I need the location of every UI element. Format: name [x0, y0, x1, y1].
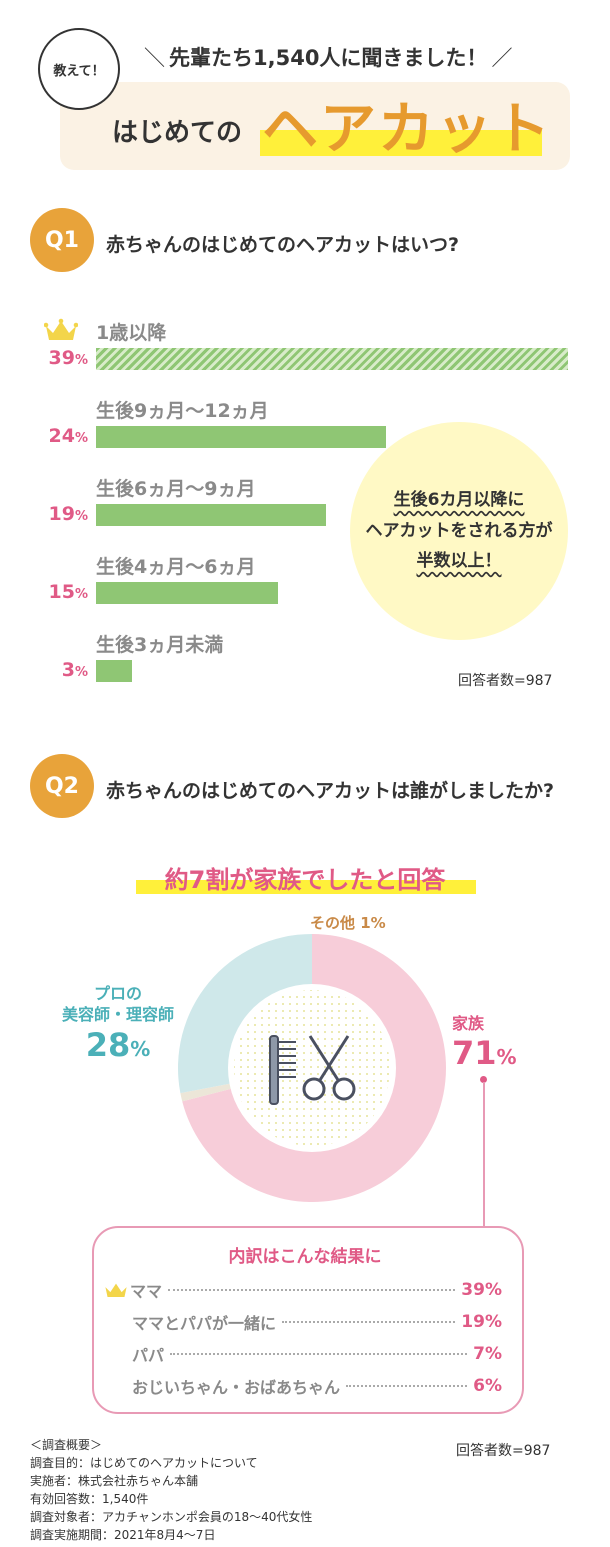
q2-badge-text: Q2	[44, 773, 79, 799]
survey-heading: ＜調査概要＞	[30, 1438, 103, 1452]
comb-icon	[269, 1035, 296, 1105]
q1-question: 赤ちゃんのはじめてのヘアカットはいつ?	[106, 234, 460, 256]
q1-note-line-3: 半数以上！	[416, 551, 502, 572]
header-subtitle: ＼ 先輩たち1,540人に聞きました！／	[140, 42, 516, 72]
breakdown-title: 内訳はこんな結果に	[228, 1247, 382, 1267]
slice-family-name: 家族	[452, 1014, 485, 1033]
q2-donut-chart	[178, 934, 447, 1202]
slice-family-value: 71%	[452, 1034, 517, 1072]
breakdown-row: パパ 7%	[112, 1340, 502, 1368]
q2-result-title: 約7割が家族でしたと回答	[164, 866, 446, 894]
bar-value-label: 19%	[48, 503, 88, 525]
slice-pro-name: プロの 美容師・理容師	[61, 984, 174, 1024]
survey-line-purpose: 調査目的：はじめてのヘアカットについて	[30, 1456, 258, 1470]
breakdown-leader	[282, 1321, 456, 1323]
ask-bubble-text: 教えて！	[53, 63, 105, 79]
breakdown-value: 7%	[473, 1344, 502, 1364]
breakdown-label: ママ	[130, 1282, 163, 1301]
breakdown-row: ママとパパが一緒に 19%	[112, 1308, 502, 1336]
survey-line-target: 調査対象者：アカチャンホンポ会員の18〜40代女性	[30, 1510, 313, 1524]
ask-bubble: 教えて！	[38, 28, 120, 110]
title-highlight	[260, 130, 542, 156]
slice-label-pro: プロの 美容師・理容師 28%	[38, 984, 198, 1064]
breakdown-row: おじいちゃん・おばあちゃん 6%	[112, 1372, 502, 1400]
breakdown-leader	[346, 1385, 468, 1387]
bar	[96, 504, 326, 526]
bar-label: 生後9ヵ月〜12ヵ月	[96, 400, 269, 422]
slice-other-value: 1%	[360, 914, 386, 932]
slice-label-family: 家族 71%	[452, 1010, 522, 1072]
breakdown-label: パパ	[132, 1346, 165, 1365]
survey-line-period: 調査実施期間：2021年8月4〜7日	[30, 1528, 216, 1542]
q1-note-line-2: ヘアカットをされる方が	[365, 520, 553, 541]
bar	[96, 426, 386, 448]
breakdown-leader	[168, 1289, 456, 1291]
slice-pro-value: 28%	[85, 1025, 151, 1064]
title-prefix: はじめての	[112, 118, 243, 148]
breakdown-label: ママとパパが一緒に	[132, 1314, 277, 1333]
survey-line-conductor: 実施者：株式会社赤ちゃん本舗	[30, 1474, 199, 1488]
q1-respondents: 回答者数=987	[458, 673, 553, 689]
q1-badge-text: Q1	[44, 227, 79, 253]
bar-label: 生後3ヵ月未満	[96, 634, 224, 656]
scissors-icon	[302, 1035, 356, 1101]
crown-icon	[44, 318, 78, 340]
slice-label-other: その他 1%	[310, 912, 386, 933]
bar	[96, 660, 132, 682]
connector-dot	[480, 1076, 487, 1083]
breakdown-label: おじいちゃん・おばあちゃん	[132, 1378, 341, 1397]
bar-label: 生後4ヵ月〜6ヵ月	[96, 556, 256, 578]
crown-icon	[105, 1283, 127, 1298]
bar	[96, 582, 278, 604]
q2-question: 赤ちゃんのはじめてのヘアカットは誰がしましたか?	[106, 780, 555, 802]
q1-note-line-1: 生後6カ月以降に	[393, 490, 525, 511]
header-subtitle-text: 先輩たち1,540人に聞きました！	[169, 46, 488, 70]
donut-dots	[234, 990, 390, 1146]
bar-value-label: 39%	[48, 347, 88, 369]
breakdown-value: 39%	[461, 1280, 502, 1300]
survey-line-responses: 有効回答数：1,540件	[30, 1492, 149, 1506]
breakdown-value: 6%	[473, 1376, 502, 1396]
connector-line	[483, 1082, 485, 1228]
bar-label: 1歳以降	[96, 322, 167, 344]
result-title-highlight	[136, 880, 476, 894]
bar-label: 生後6ヵ月〜9ヵ月	[96, 478, 256, 500]
breakdown-leader	[170, 1353, 468, 1355]
breakdown-row: ママ 39%	[105, 1276, 502, 1304]
q1-badge: Q1	[30, 208, 94, 272]
bar	[96, 348, 568, 370]
q1-note-circle: 生後6カ月以降に ヘアカットをされる方が 半数以上！	[350, 422, 568, 640]
bar-value-label: 15%	[48, 581, 88, 603]
header-slash-right: ／	[491, 46, 513, 70]
survey-overview: ＜調査概要＞ 調査目的：はじめてのヘアカットについて 実施者：株式会社赤ちゃん本…	[30, 1436, 312, 1544]
breakdown-value: 19%	[461, 1312, 502, 1332]
header-slash-left: ＼	[144, 46, 165, 70]
q2-respondents: 回答者数=987	[456, 1443, 551, 1459]
breakdown-box	[92, 1226, 524, 1414]
slice-other-name: その他	[310, 914, 356, 932]
q2-badge: Q2	[30, 754, 94, 818]
bar-value-label: 24%	[48, 425, 88, 447]
title-main: ヘアカット	[262, 97, 552, 162]
bar-value-label: 3%	[61, 659, 88, 681]
